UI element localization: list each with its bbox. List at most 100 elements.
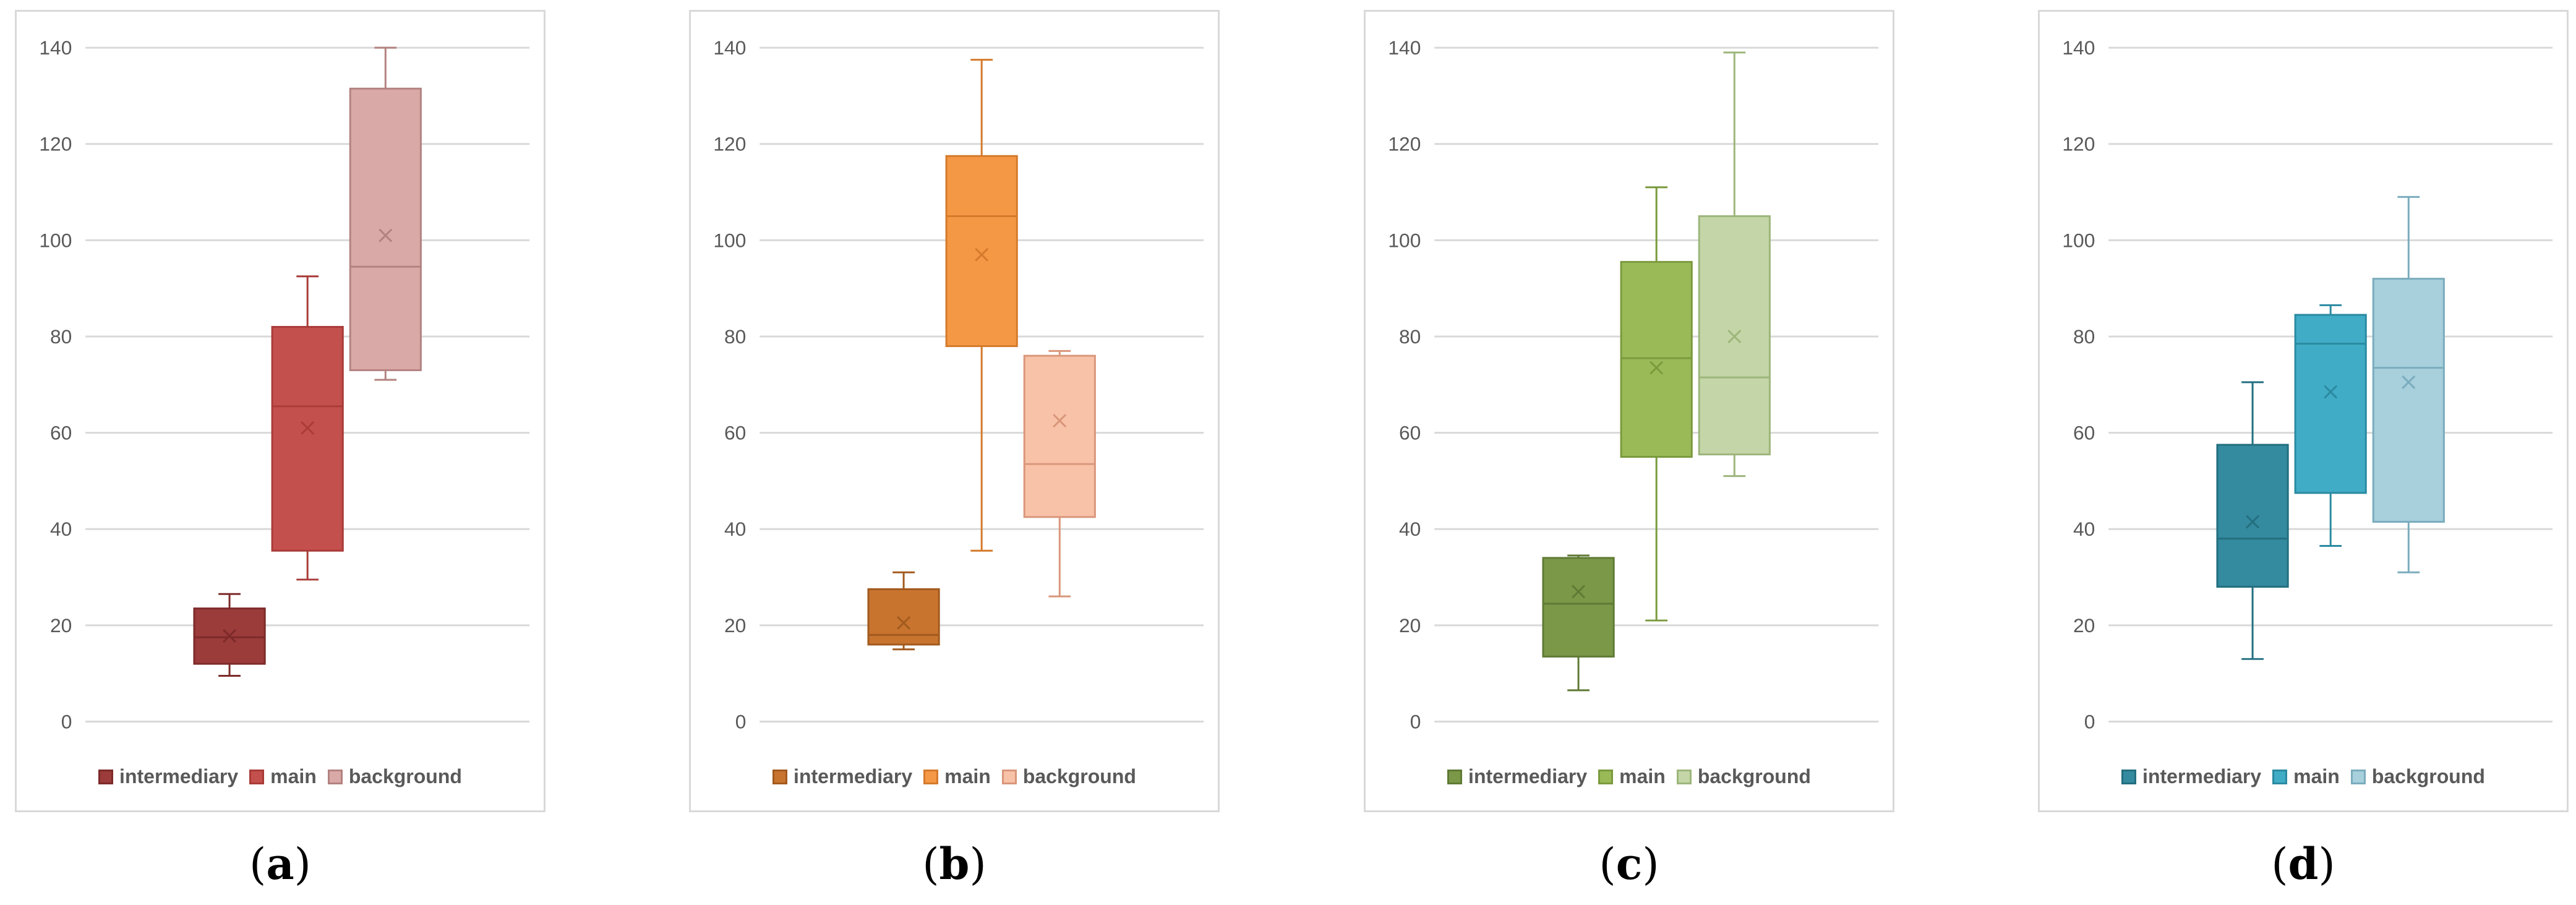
legend-swatch xyxy=(327,769,343,784)
box-intermediary xyxy=(867,571,940,651)
y-tick-label: 0 xyxy=(1410,710,1421,732)
legend: intermediary main background xyxy=(17,765,544,788)
legend-swatch xyxy=(98,769,114,784)
legend-label: intermediary xyxy=(794,765,913,787)
mean-marker xyxy=(223,628,237,643)
legend: intermediary main background xyxy=(2040,765,2567,788)
y-tick-label: 120 xyxy=(39,133,72,155)
mean-marker xyxy=(1572,585,1586,599)
mean-marker xyxy=(897,615,911,630)
chart-panel-a: 0 20 40 60 80 100 120 140 intermediary main backgr… xyxy=(15,10,546,812)
legend-item-main: main xyxy=(249,765,317,788)
y-tick-label: 100 xyxy=(2062,229,2095,251)
legend-label: intermediary xyxy=(2142,765,2262,787)
legend-item-intermediary: intermediary xyxy=(2121,765,2261,788)
legend-item-intermediary: intermediary xyxy=(1447,765,1587,788)
boxplot-svg: 0 20 40 60 80 100 120 140 xyxy=(39,36,530,732)
y-tick-label: 80 xyxy=(2073,325,2095,348)
box-iqr xyxy=(867,588,940,646)
panel-label: (a) xyxy=(249,838,311,890)
legend-label: intermediary xyxy=(1468,765,1588,787)
box-iqr xyxy=(945,155,1018,348)
y-tick-label: 140 xyxy=(2062,36,2095,59)
panel-letter: b xyxy=(939,838,970,890)
legend-swatch xyxy=(2121,769,2137,784)
chart-panel-b: 0 20 40 60 80 100 120 140 intermediary main backgr… xyxy=(689,10,1220,812)
box-background xyxy=(349,46,422,381)
legend: intermediary main background xyxy=(1366,765,1893,788)
y-tick-label: 60 xyxy=(1399,422,1421,444)
y-tick-label: 40 xyxy=(724,518,746,540)
y-tick-label: 120 xyxy=(2062,133,2095,155)
legend-swatch xyxy=(1676,769,1692,784)
legend-swatch xyxy=(1447,769,1463,784)
legend-swatch xyxy=(772,769,788,784)
legend-label: main xyxy=(2293,765,2340,787)
y-tick-label: 40 xyxy=(1399,518,1421,540)
legend-item-background: background xyxy=(2350,765,2485,788)
legend-swatch xyxy=(249,769,265,784)
box-iqr xyxy=(2216,444,2289,588)
panel-label: (d) xyxy=(2271,838,2335,890)
mean-marker xyxy=(2402,375,2416,389)
y-tick-label: 40 xyxy=(50,518,72,540)
boxplot-svg: 0 20 40 60 80 100 120 140 xyxy=(1388,36,1879,732)
box-background xyxy=(2372,195,2445,573)
mean-marker xyxy=(1053,414,1067,428)
legend-label: background xyxy=(1022,765,1136,787)
legend-item-intermediary: intermediary xyxy=(772,765,912,788)
boxplot-svg: 0 20 40 60 80 100 120 140 xyxy=(713,36,1204,732)
box-iqr xyxy=(271,325,344,552)
legend-label: background xyxy=(2371,765,2485,787)
panel-letter: d xyxy=(2288,838,2319,890)
y-tick-label: 20 xyxy=(2073,614,2095,637)
legend-label: main xyxy=(270,765,317,787)
legend-item-main: main xyxy=(2272,765,2340,788)
box-main xyxy=(1620,186,1693,622)
legend-swatch xyxy=(2272,769,2288,784)
legend-item-background: background xyxy=(1001,765,1136,788)
panel-label: (b) xyxy=(922,838,986,890)
y-tick-label: 100 xyxy=(713,229,746,251)
y-tick-label: 100 xyxy=(1388,229,1421,251)
box-intermediary xyxy=(2216,381,2289,660)
legend-swatch xyxy=(1598,769,1614,784)
panel-label: (c) xyxy=(1599,838,1659,890)
y-tick-label: 20 xyxy=(50,614,72,637)
box-iqr xyxy=(1620,260,1693,458)
y-tick-label: 80 xyxy=(50,325,72,348)
mean-marker xyxy=(2324,385,2338,399)
y-tick-label: 80 xyxy=(1399,325,1421,348)
mean-marker xyxy=(1727,330,1742,343)
legend-swatch xyxy=(1001,769,1017,784)
chart-panel-c: 0 20 40 60 80 100 120 140 intermediary main backgr… xyxy=(1364,10,1894,812)
y-tick-label: 120 xyxy=(1388,133,1421,155)
y-tick-label: 120 xyxy=(713,133,746,155)
mean-marker xyxy=(379,228,393,242)
y-tick-label: 20 xyxy=(724,614,746,637)
box-background xyxy=(1023,350,1096,598)
legend-label: intermediary xyxy=(119,765,239,787)
box-intermediary xyxy=(193,593,266,677)
box-iqr xyxy=(2372,278,2445,523)
y-tick-label: 40 xyxy=(2073,518,2095,540)
legend-label: main xyxy=(944,765,991,787)
box-iqr xyxy=(1023,354,1096,518)
y-tick-label: 140 xyxy=(713,36,746,59)
box-main xyxy=(271,275,344,581)
y-tick-label: 0 xyxy=(61,710,72,732)
legend: intermediary main background xyxy=(691,765,1218,788)
box-main xyxy=(2294,304,2367,547)
y-tick-label: 0 xyxy=(2084,710,2095,732)
box-iqr xyxy=(1542,557,1615,658)
box-intermediary xyxy=(1542,554,1615,692)
legend-item-main: main xyxy=(923,765,991,788)
legend-label: background xyxy=(348,765,462,787)
box-iqr xyxy=(349,87,422,371)
boxplot-svg: 0 20 40 60 80 100 120 140 xyxy=(2062,36,2553,732)
y-tick-label: 60 xyxy=(724,422,746,444)
legend-item-background: background xyxy=(1676,765,1811,788)
legend-label: main xyxy=(1619,765,1666,787)
legend-swatch xyxy=(2350,769,2366,784)
legend-label: background xyxy=(1697,765,1811,787)
